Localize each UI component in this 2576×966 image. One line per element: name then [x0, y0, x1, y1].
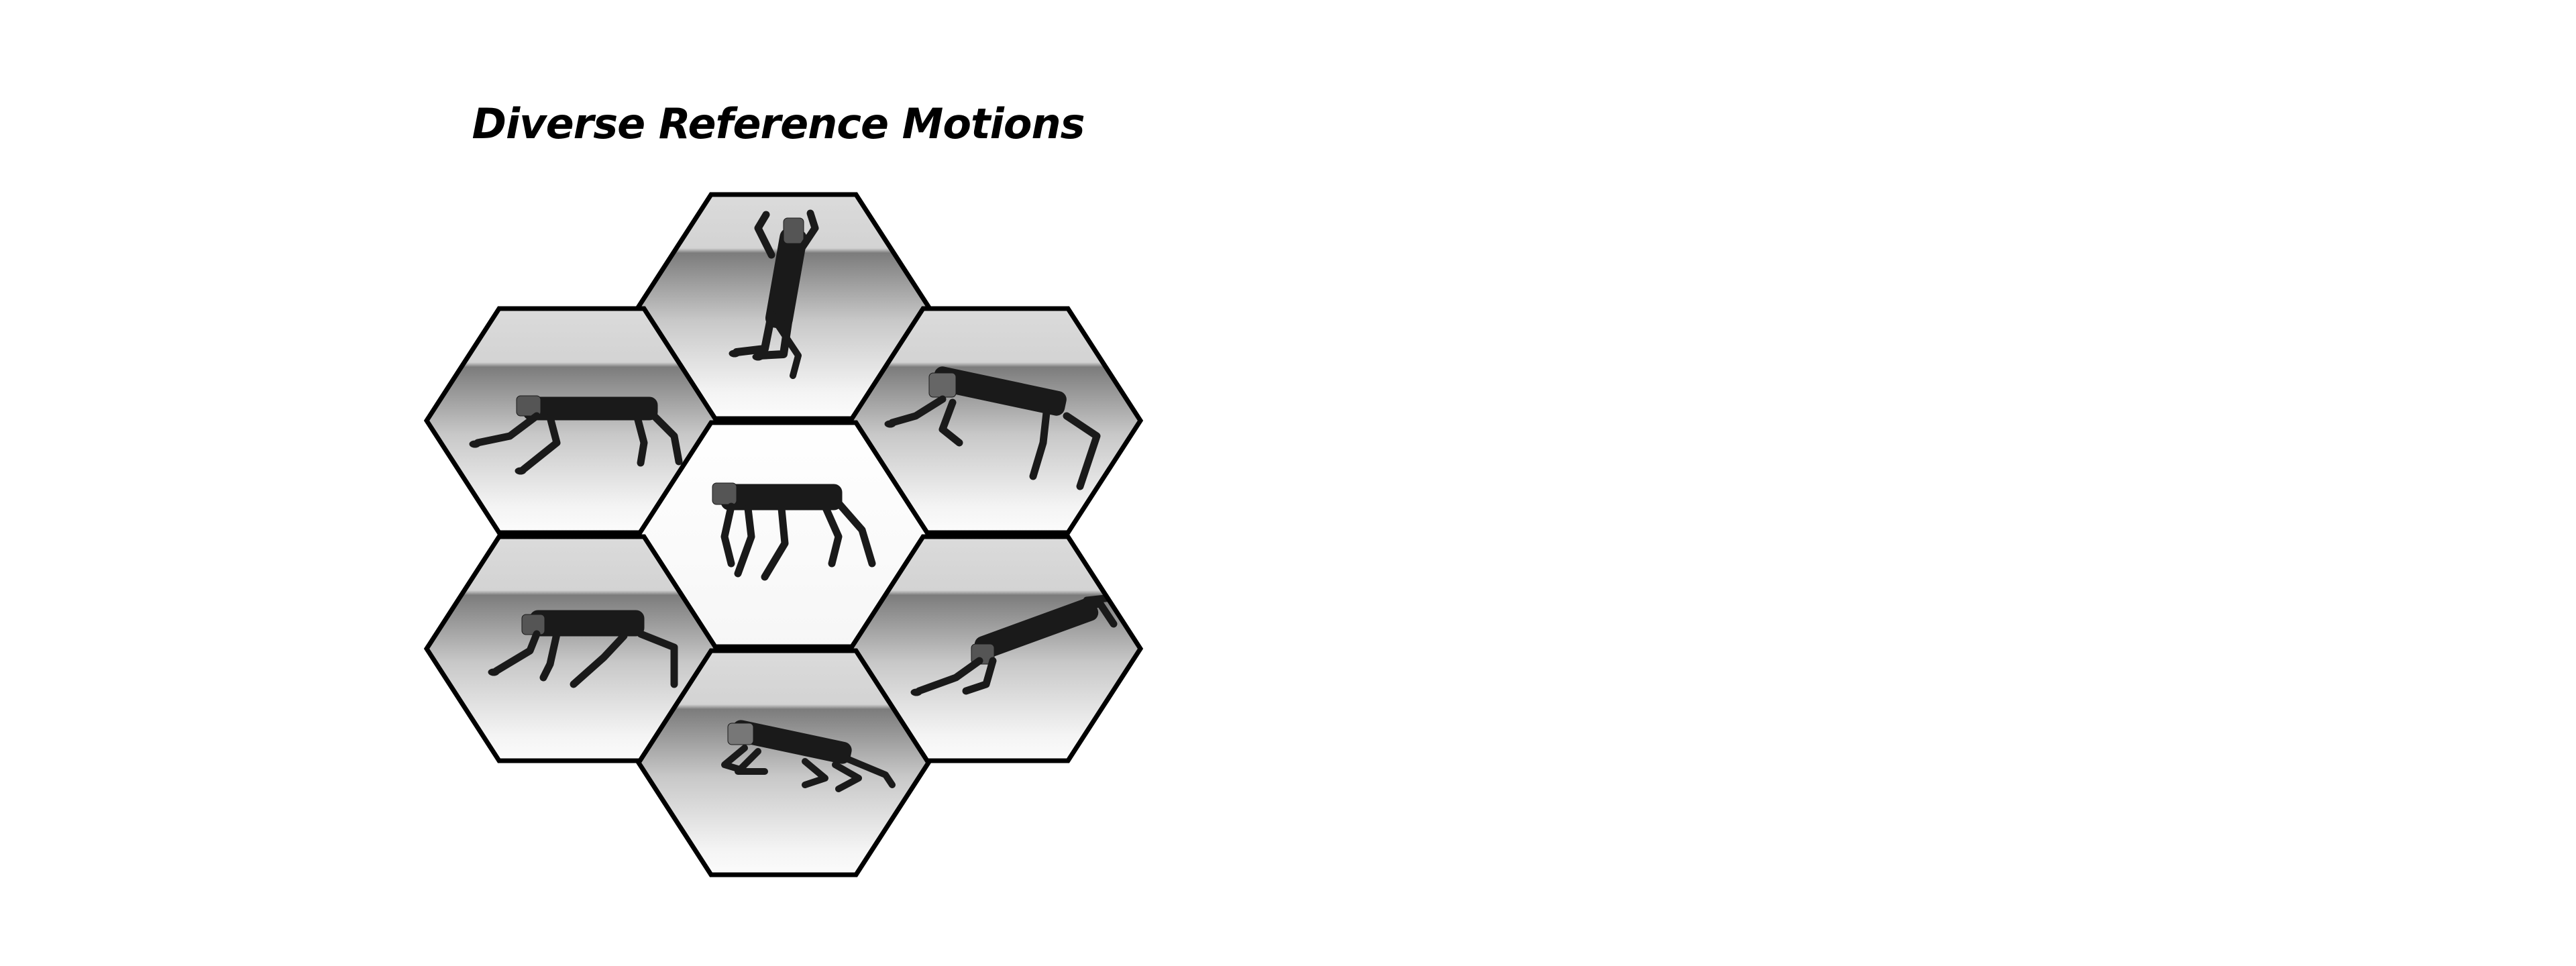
robot-dog-lying-icon — [721, 720, 896, 792]
robot-dog-trotting-icon — [469, 395, 683, 475]
robot-dog-standing-icon — [712, 482, 876, 581]
figure-title: Diverse Reference Motions — [472, 99, 1085, 148]
hex-panel-crouched — [423, 534, 720, 763]
hex-panel-leaping — [847, 534, 1144, 763]
robot-dog-crouched-icon — [488, 610, 678, 688]
robot-dog-leaping-icon — [910, 593, 1140, 696]
robot-dog-rearing-icon — [729, 209, 819, 379]
robot-dog-pouncing-icon — [884, 366, 1101, 490]
hex-panel-lying — [635, 648, 932, 877]
hex-panel-pouncing — [847, 306, 1144, 535]
